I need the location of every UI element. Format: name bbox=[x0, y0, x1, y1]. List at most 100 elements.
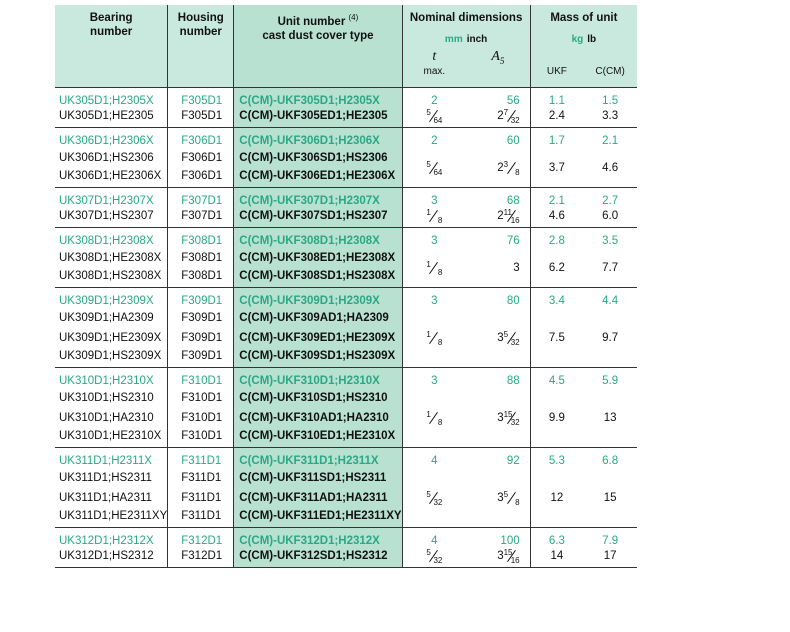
mass-ccm-lb: 6.0 bbox=[602, 210, 619, 223]
denominator: 8 bbox=[437, 337, 443, 347]
whole: 3 bbox=[513, 261, 520, 274]
dim-t-mm: 3 bbox=[401, 227, 467, 248]
whole: 3 bbox=[497, 550, 504, 563]
mass-ukf-kg: 1.1 bbox=[529, 87, 584, 108]
numerator: 5 bbox=[426, 489, 431, 499]
denominator: 32 bbox=[510, 116, 520, 126]
whole: 2 bbox=[497, 210, 504, 223]
bearing-number: UK307D1;HS2307 bbox=[59, 210, 154, 223]
header-cell: Bearing number bbox=[55, 5, 168, 88]
dim-t-inch: 5 32 bbox=[401, 467, 467, 528]
housing-number: F311D1 bbox=[167, 447, 234, 468]
numerator: 15 bbox=[503, 548, 513, 558]
row: UK306D1;H2306X F306D1 C(CM)-UKF306D1;H2306… bbox=[55, 127, 637, 148]
denominator: 32 bbox=[433, 497, 443, 507]
unit-number: C(CM)-UKF306ED1;HE2306X bbox=[233, 167, 403, 188]
denominator: 32 bbox=[433, 556, 443, 566]
unit-number: C(CM)-UKF309AD1;HA2309 bbox=[233, 307, 403, 328]
bearing-number: UK312D1;HS2312 bbox=[59, 550, 154, 563]
mass-ukf-lb: 6.2 bbox=[529, 247, 584, 288]
unit-number: C(CM)-UKF308D1;H2308X bbox=[233, 227, 403, 248]
numerator: 11 bbox=[503, 208, 512, 218]
unit-number: C(CM)-UKF309SD1;HS2309X bbox=[233, 347, 403, 368]
header-cell: t bbox=[401, 49, 467, 66]
bearing-number: UK306D1;HS2306 bbox=[59, 151, 154, 164]
bearing-number: UK307D1;H2307X bbox=[59, 194, 154, 207]
row-group: UK306D1;H2306X F306D1 C(CM)-UKF306D1;H2306… bbox=[55, 127, 638, 188]
bearing-number: UK305D1;H2305X bbox=[59, 94, 154, 107]
bearing-number: UK311D1;HE2311XY bbox=[59, 510, 168, 523]
unit-number: C(CM)-UKF312SD1;HS2312 bbox=[233, 547, 403, 568]
numerator: 1 bbox=[426, 259, 431, 269]
denominator: 64 bbox=[433, 116, 443, 126]
housing-number: F307D1 bbox=[167, 187, 234, 208]
row: UK309D1;H2309X F309D1 C(CM)-UKF309D1;H2309… bbox=[55, 287, 637, 308]
whole: 3 bbox=[497, 411, 504, 424]
dim-t-mm: 2 bbox=[401, 87, 467, 108]
mass-ccm-kg: 2.1 bbox=[602, 134, 619, 147]
row: UK310D1;H2310X F310D1 C(CM)-UKF310D1;H2310… bbox=[55, 367, 637, 388]
dim-a-mm: 100 bbox=[500, 534, 520, 547]
header-cell: kg lb bbox=[529, 33, 638, 49]
dim-t-mm: 2 bbox=[401, 127, 467, 148]
dim-t-mm: 4 bbox=[401, 447, 467, 468]
denominator: 16 bbox=[510, 216, 520, 226]
unit-label: inch bbox=[466, 34, 488, 45]
fraction: 7 32 bbox=[504, 108, 520, 126]
mass-ukf-lb: 3.7 bbox=[529, 147, 584, 188]
unit-number: C(CM)-UKF310ED1;HE2310X bbox=[233, 427, 403, 448]
row-group: UK309D1;H2309X F309D1 C(CM)-UKF309D1;H2309… bbox=[55, 287, 638, 368]
bearing-number: UK309D1;HS2309X bbox=[59, 350, 162, 363]
dim-a-mm: 60 bbox=[506, 134, 520, 147]
row-group: UK308D1;H2308X F308D1 C(CM)-UKF308D1;H2308… bbox=[55, 227, 638, 288]
whole: 2 bbox=[497, 161, 504, 174]
row: UK311D1;HA2311 F311D1 C(CM)-UKF311AD1;HA23… bbox=[55, 487, 637, 508]
mass-ukf-lb: 14 bbox=[529, 547, 584, 568]
header-cell: UKF bbox=[529, 65, 584, 88]
header-cell: Unit number (4) cast dust cover type bbox=[233, 5, 403, 88]
housing-number: F311D1 bbox=[167, 467, 234, 488]
bearing-number: UK310D1;H2310X bbox=[59, 374, 154, 387]
dim-a-inch: 3 15 32 bbox=[466, 388, 530, 448]
mass-ccm-kg: 2.7 bbox=[602, 194, 619, 207]
fraction: 5 32 bbox=[426, 548, 443, 566]
row-group: UK307D1;H2307X F307D1 C(CM)-UKF307D1;H2307… bbox=[55, 187, 638, 228]
bearing-number: UK309D1;HA2309 bbox=[59, 311, 154, 324]
unit-label: lb bbox=[587, 34, 597, 45]
dim-a-inch: 2 11 16 bbox=[466, 208, 530, 228]
housing-number: F306D1 bbox=[167, 147, 234, 168]
mass-ukf-kg: 6.3 bbox=[529, 527, 584, 548]
unit-number: C(CM)-UKF309D1;H2309X bbox=[233, 287, 403, 308]
row: UK308D1;HS2308X F308D1 C(CM)-UKF308SD1;HS2… bbox=[55, 267, 637, 288]
unit-number: C(CM)-UKF311SD1;HS2311 bbox=[233, 467, 403, 488]
fraction: 5 64 bbox=[426, 108, 443, 126]
header-text: cast dust cover type bbox=[262, 29, 374, 42]
numerator: 5 bbox=[503, 489, 509, 499]
dim-t-inch: 5 32 bbox=[401, 547, 467, 568]
housing-number: F308D1 bbox=[167, 267, 234, 288]
dim-t-mm: 3 bbox=[401, 187, 467, 208]
denominator: 32 bbox=[510, 417, 520, 427]
mass-ccm-kg: 1.5 bbox=[602, 94, 619, 107]
row: UK311D1;HS2311 F311D1 C(CM)-UKF311SD1;HS23… bbox=[55, 467, 637, 528]
row: UK309D1;HS2309X F309D1 C(CM)-UKF309SD1;HS2… bbox=[55, 347, 637, 368]
housing-number: F311D1 bbox=[167, 487, 234, 508]
dim-a-inch: 3 bbox=[466, 248, 530, 288]
table-header: Bearing number Housing number Unit numbe… bbox=[55, 5, 638, 88]
bearing-number: UK310D1;HE2310X bbox=[59, 430, 162, 443]
mass-ccm-kg: 3.5 bbox=[602, 234, 619, 247]
unit-label: mm bbox=[444, 34, 463, 45]
mass-ccm-lb: 3.3 bbox=[602, 110, 619, 123]
row: UK305D1;H2305X F305D1 C(CM)-UKF305D1;H2305… bbox=[55, 87, 637, 108]
mass-ukf-lb: 2.4 bbox=[529, 107, 584, 128]
dim-a-inch: 3 5 32 bbox=[466, 308, 530, 368]
header-cell: A5 bbox=[466, 49, 531, 66]
fraction: 11 16 bbox=[503, 208, 520, 226]
dim-a-mm: 92 bbox=[506, 454, 520, 467]
unit-number: C(CM)-UKF305D1;H2305X bbox=[233, 87, 403, 108]
header-cell: Mass of unit bbox=[529, 5, 638, 33]
